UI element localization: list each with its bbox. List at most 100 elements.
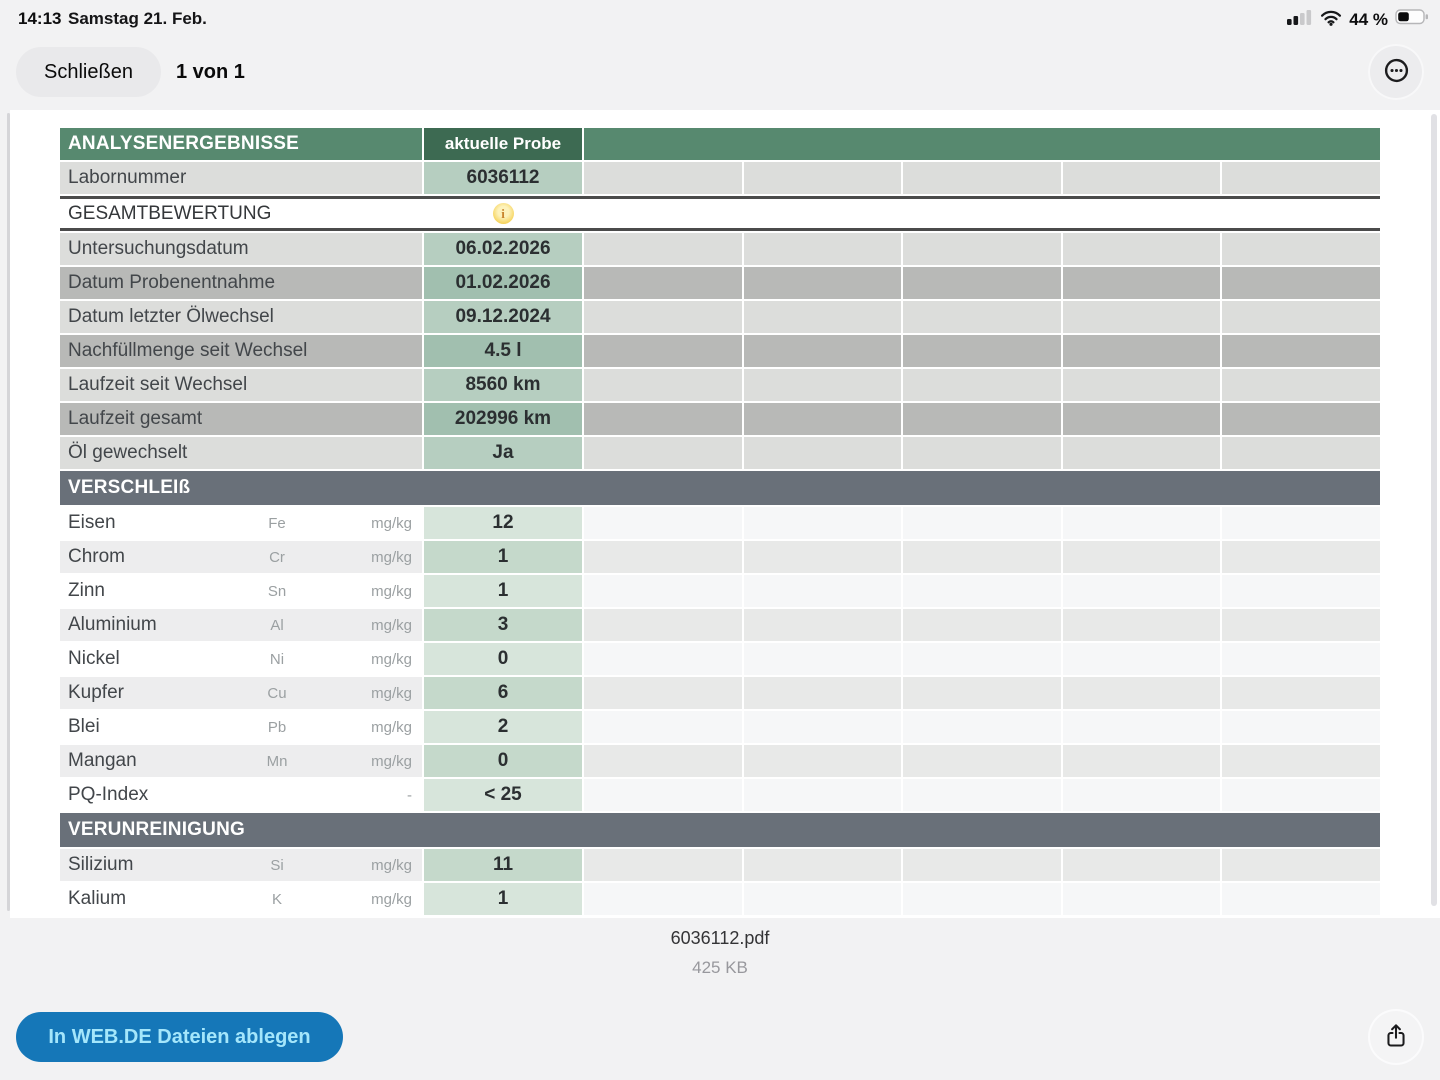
empty-cell: [903, 779, 1061, 811]
empty-cell: [903, 507, 1061, 539]
element-symbol: K: [271, 890, 282, 908]
close-button[interactable]: Schließen: [16, 47, 161, 97]
empty-cell: [743, 575, 902, 607]
element-label-cell: PQ-Index -: [60, 779, 422, 811]
more-options-button[interactable]: [1368, 44, 1424, 100]
empty-cell: [1222, 711, 1380, 743]
empty-cell: [1222, 369, 1380, 401]
empty-cell: [743, 507, 902, 539]
section-title-cell: VERUNREINIGUNG: [60, 813, 1380, 847]
element-name: Eisen: [68, 512, 116, 533]
element-value-cell: 1: [424, 575, 582, 607]
empty-cell: [1062, 335, 1221, 367]
empty-cell: [1062, 779, 1221, 811]
element-name: Kupfer: [68, 682, 124, 703]
battery-percentage: 44 %: [1349, 9, 1388, 29]
empty-cell: [1222, 437, 1380, 469]
empty-cell: [584, 575, 742, 607]
element-symbol: Cu: [267, 684, 287, 702]
empty-cell: [584, 162, 742, 194]
empty-cell: [1222, 335, 1380, 367]
empty-cell: [1062, 301, 1221, 333]
close-button-label: Schließen: [44, 60, 133, 83]
empty-cell: [1062, 745, 1221, 777]
info-row: Labornummer 6036112: [60, 162, 1380, 194]
empty-cell: [1222, 849, 1380, 881]
empty-cell: [584, 677, 742, 709]
empty-cell: [584, 301, 742, 333]
empty-cell: [743, 609, 902, 641]
cellular-signal-icon: [1287, 8, 1313, 31]
info-label-cell: Nachfüllmenge seit Wechsel: [60, 335, 422, 367]
share-button[interactable]: [1368, 1009, 1424, 1065]
info-row: Laufzeit seit Wechsel 8560 km: [60, 369, 1380, 401]
info-icon: i: [492, 203, 514, 224]
empty-cell: [1062, 677, 1221, 709]
empty-cell: [903, 609, 1061, 641]
element-row: Eisen Fe mg/kg 12: [60, 507, 1380, 539]
empty-cell: [1222, 745, 1380, 777]
element-name: Mangan: [68, 750, 137, 771]
element-value-cell: 0: [424, 643, 582, 675]
info-value-cell: 202996 km: [424, 403, 582, 435]
element-unit: mg/kg: [371, 548, 412, 566]
empty-cell: [1222, 609, 1380, 641]
empty-cell: [743, 779, 902, 811]
empty-cell: [1222, 233, 1380, 265]
empty-cell: [743, 233, 902, 265]
element-row: Aluminium Al mg/kg 3: [60, 609, 1380, 641]
empty-cell: [1062, 883, 1221, 915]
element-symbol: Pb: [267, 718, 287, 736]
element-label-cell: Aluminium Al mg/kg: [60, 609, 422, 641]
share-icon: [1382, 1022, 1410, 1053]
empty-cell: [903, 267, 1061, 299]
section-header-row: VERUNREINIGUNG: [60, 813, 1380, 847]
vertical-scrollbar[interactable]: [1431, 114, 1437, 906]
empty-cell: [584, 711, 742, 743]
empty-cell: [743, 335, 902, 367]
info-value-cell: Ja: [424, 437, 582, 469]
element-value-cell: 11: [424, 849, 582, 881]
empty-cell: [903, 849, 1061, 881]
element-row: PQ-Index - < 25: [60, 779, 1380, 811]
element-label-cell: Chrom Cr mg/kg: [60, 541, 422, 573]
empty-cell: [743, 677, 902, 709]
empty-cell: [1062, 267, 1221, 299]
empty-cell: [903, 643, 1061, 675]
empty-cell: [1222, 301, 1380, 333]
info-row: Untersuchungsdatum 06.02.2026: [60, 233, 1380, 265]
empty-cell: [584, 233, 742, 265]
empty-cell: [903, 745, 1061, 777]
empty-cell: [743, 369, 902, 401]
element-label-cell: Mangan Mn mg/kg: [60, 745, 422, 777]
battery-fill: [1398, 12, 1409, 22]
empty-cell: [584, 403, 742, 435]
element-unit: mg/kg: [371, 650, 412, 668]
element-name: Aluminium: [68, 614, 157, 635]
rating-icon-cell: i: [424, 199, 582, 228]
info-row: Laufzeit gesamt 202996 km: [60, 403, 1380, 435]
info-value-cell: 01.02.2026: [424, 267, 582, 299]
empty-cell: [903, 369, 1061, 401]
empty-cell: [903, 437, 1061, 469]
page-edge-line: [7, 113, 10, 911]
element-name: Chrom: [68, 546, 126, 567]
empty-cell: [584, 437, 742, 469]
save-to-webde-button[interactable]: In WEB.DE Dateien ablegen: [16, 1012, 343, 1062]
empty-cell: [743, 403, 902, 435]
info-label-cell: Laufzeit seit Wechsel: [60, 369, 422, 401]
wifi-icon: [1320, 9, 1342, 31]
file-name: 6036112.pdf: [670, 928, 770, 948]
element-row: Nickel Ni mg/kg 0: [60, 643, 1380, 675]
empty-cell: [743, 643, 902, 675]
element-symbol: Fe: [268, 514, 286, 532]
element-label-cell: Silizium Si mg/kg: [60, 849, 422, 881]
empty-cell: [1222, 677, 1380, 709]
empty-cell: [903, 301, 1061, 333]
element-unit: mg/kg: [371, 582, 412, 600]
element-name: Blei: [68, 716, 100, 737]
empty-cell: [743, 541, 902, 573]
empty-cell: [1222, 575, 1380, 607]
empty-cell: [1062, 711, 1221, 743]
